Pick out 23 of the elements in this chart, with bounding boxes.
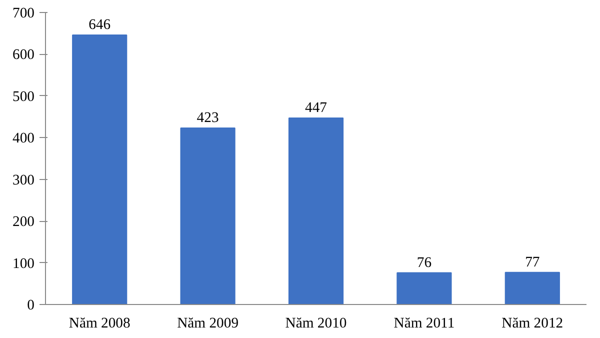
bar bbox=[396, 272, 452, 304]
y-tick-label: 600 bbox=[12, 47, 34, 64]
y-tick-label: 300 bbox=[12, 172, 34, 188]
y-tick-label: 700 bbox=[12, 6, 34, 22]
x-tick-label: Năm 2009 bbox=[177, 316, 239, 332]
bar bbox=[288, 118, 344, 304]
bar bbox=[180, 128, 236, 304]
bar bbox=[504, 272, 560, 304]
bar bbox=[72, 34, 128, 304]
y-tick-label: 400 bbox=[12, 130, 34, 147]
y-tick-label: 0 bbox=[27, 298, 34, 314]
x-tick-label: Năm 2012 bbox=[502, 316, 564, 332]
data-label: 646 bbox=[88, 17, 111, 34]
data-label: 447 bbox=[305, 100, 327, 116]
data-label: 423 bbox=[196, 110, 219, 126]
y-tick-label: 500 bbox=[12, 88, 34, 105]
y-tick-label: 200 bbox=[12, 214, 34, 230]
y-tick-label: 100 bbox=[12, 256, 34, 272]
x-tick-label: Năm 2011 bbox=[394, 316, 455, 332]
x-tick-label: Năm 2010 bbox=[285, 316, 347, 332]
data-label: 76 bbox=[416, 254, 432, 271]
data-label: 77 bbox=[525, 254, 540, 270]
x-tick-label: Năm 2008 bbox=[68, 316, 130, 332]
